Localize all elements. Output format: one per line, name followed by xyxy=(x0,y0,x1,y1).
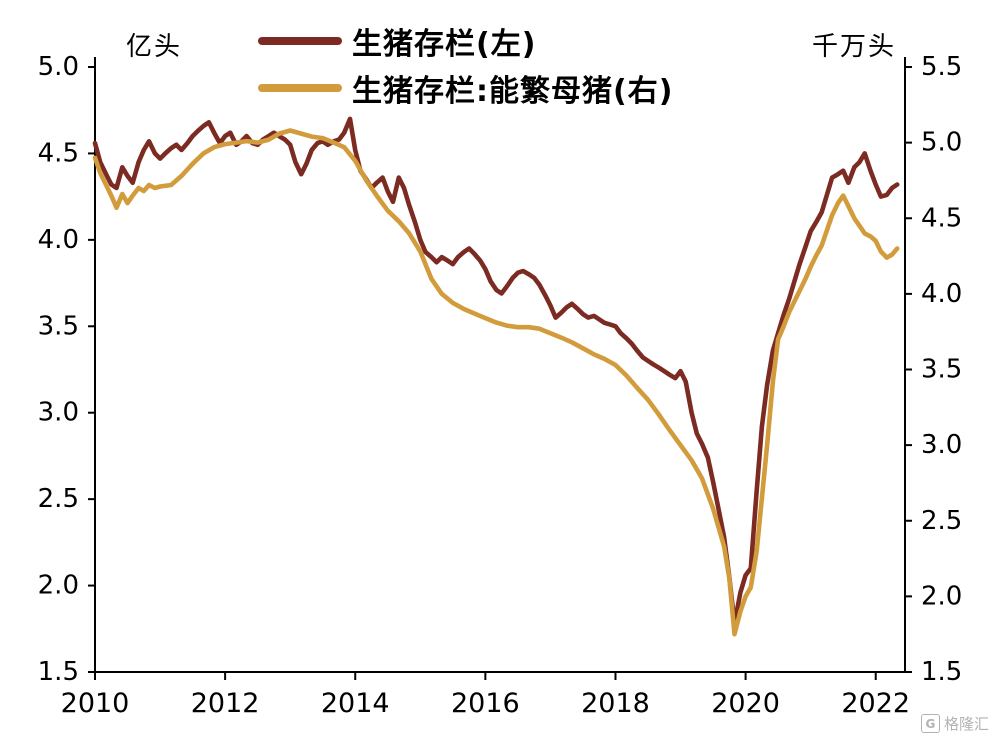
y-axis-right-tick-label: 4.0 xyxy=(921,279,962,309)
y-axis-right-tick-label: 5.5 xyxy=(921,52,962,82)
legend-item-pig-inventory: 生猪存栏(左) xyxy=(258,20,673,62)
x-axis-tick-label: 2014 xyxy=(321,688,390,719)
series-line-sow-inventory xyxy=(92,128,900,637)
y-axis-right-tick-label: 1.5 xyxy=(921,657,962,687)
left-axis-unit-label: 亿头 xyxy=(126,32,183,62)
watermark-text: 格隆汇 xyxy=(943,715,989,733)
x-axis-tick-label: 2018 xyxy=(581,688,650,719)
y-axis-left-tick-label: 4.5 xyxy=(38,138,79,168)
x-axis-tick-label: 2022 xyxy=(841,688,910,719)
x-axis-tick-label: 2020 xyxy=(711,688,780,719)
legend-swatch-pig-inventory xyxy=(258,37,342,45)
right-axis-unit-label: 千万头 xyxy=(812,32,897,62)
y-axis-left-tick-label: 3.0 xyxy=(38,398,79,428)
y-axis-right-tick-label: 3.5 xyxy=(921,355,962,385)
y-axis-left-tick-label: 3.5 xyxy=(38,311,79,341)
y-axis-left-tick-label: 2.5 xyxy=(38,484,79,514)
x-axis-tick-label: 2012 xyxy=(191,688,260,719)
y-axis-right-tick-label: 2.5 xyxy=(921,506,962,536)
x-axis-tick-label: 2010 xyxy=(61,688,130,719)
y-axis-right-tick-label: 2.0 xyxy=(921,581,962,611)
y-axis-left-tick-label: 4.0 xyxy=(38,225,79,255)
y-axis-left-tick-label: 2.0 xyxy=(38,571,79,601)
watermark: G 格隆汇 xyxy=(920,713,989,734)
y-axis-right-tick-label: 5.0 xyxy=(921,128,962,158)
y-axis-right-tick-label: 4.5 xyxy=(921,203,962,233)
y-axis-right-tick-label: 3.0 xyxy=(921,430,962,460)
watermark-logo-icon: G xyxy=(920,714,940,733)
series-line-pig-inventory xyxy=(92,116,900,626)
y-axis-left-tick-label: 5.0 xyxy=(38,52,79,82)
legend: 生猪存栏(左) 生猪存栏:能繁母猪(右) xyxy=(258,20,673,109)
y-axis-left-tick-label: 1.5 xyxy=(38,657,79,687)
legend-swatch-sow-inventory xyxy=(258,84,342,92)
legend-label-pig-inventory: 生猪存栏(左) xyxy=(352,27,537,62)
x-axis-tick-label: 2016 xyxy=(451,688,520,719)
legend-label-sow-inventory: 生猪存栏:能繁母猪(右) xyxy=(352,74,674,109)
legend-item-sow-inventory: 生猪存栏:能繁母猪(右) xyxy=(258,67,673,109)
